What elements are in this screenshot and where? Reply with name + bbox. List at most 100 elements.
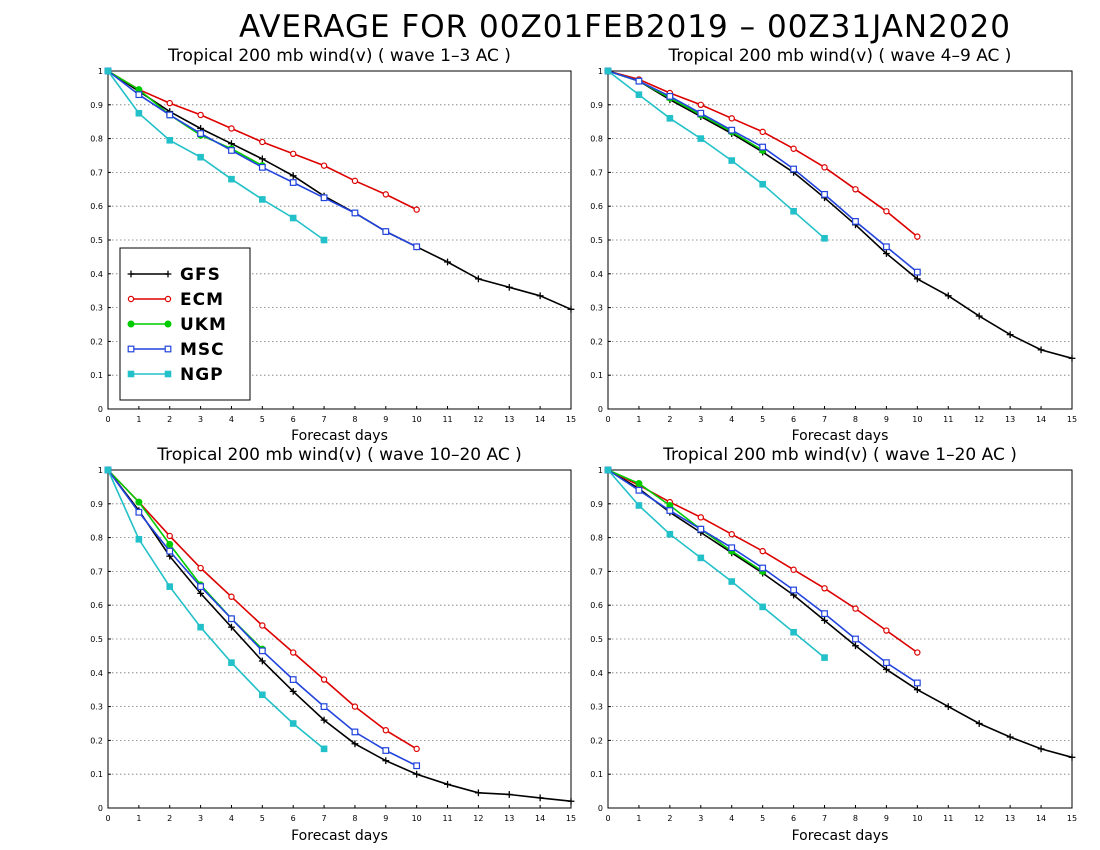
- x-tick-label: 0: [605, 814, 610, 823]
- series-line-ngp: [107, 469, 325, 750]
- data-point-msc: [852, 635, 859, 643]
- data-point-ecm: [259, 622, 266, 629]
- data-point-ecm: [228, 593, 235, 600]
- data-point-ngp: [790, 628, 797, 636]
- x-tick-label: 1: [636, 814, 641, 823]
- x-tick-label: 6: [291, 814, 296, 823]
- data-point-msc: [382, 228, 390, 235]
- x-tick-label: 0: [605, 415, 610, 424]
- x-tick-label: 10: [412, 814, 422, 823]
- data-point-ecm: [197, 564, 204, 572]
- data-point-msc: [759, 564, 767, 572]
- data-point-ecm: [290, 150, 297, 158]
- data-point-msc: [790, 586, 797, 594]
- data-point-ngp: [697, 554, 705, 562]
- data-point-ecm: [852, 605, 859, 612]
- data-point-ecm: [697, 101, 705, 109]
- data-point-ngp: [635, 91, 643, 98]
- series-line-ngp: [607, 70, 826, 239]
- data-point-ngp: [759, 180, 766, 188]
- y-tick-label: 0.5: [590, 635, 603, 644]
- data-point-ngp: [135, 109, 143, 117]
- series-ukm: [104, 67, 266, 170]
- series-msc: [604, 466, 921, 687]
- series-line-ecm: [107, 469, 418, 750]
- data-point-ngp: [821, 654, 828, 661]
- chart-panel-3: 00.10.20.30.40.50.60.70.80.910 1 2 3 4 5 6 7 8 9 1…: [90, 445, 576, 844]
- legend-item-ecm: ECM: [127, 290, 223, 310]
- data-point-ngp: [320, 745, 328, 753]
- y-tick-label: 0.2: [90, 736, 103, 745]
- x-tick-label: 8: [352, 814, 357, 823]
- series-ngp: [104, 67, 328, 244]
- x-tick-label: 4: [729, 415, 734, 424]
- y-tick-label: 0.8: [590, 135, 603, 144]
- data-point-msc: [258, 163, 266, 171]
- y-tick-label: 1: [98, 466, 103, 475]
- data-point-ecm: [290, 649, 297, 656]
- x-tick-label: 2: [167, 415, 172, 424]
- data-point-ecm: [228, 125, 235, 132]
- y-tick-label: 0.7: [590, 567, 603, 576]
- y-tick-label: 0.8: [90, 534, 103, 543]
- x-tick-label: 15: [1067, 415, 1077, 424]
- x-tick-label: 12: [473, 415, 483, 424]
- data-point-msc: [413, 243, 421, 251]
- y-tick-label: 0.3: [590, 703, 603, 712]
- y-tick-label: 0.1: [90, 770, 103, 779]
- data-point-ecm: [852, 186, 859, 193]
- y-tick-label: 0: [598, 405, 603, 414]
- data-point-msc: [821, 190, 828, 198]
- data-point-msc: [320, 194, 328, 202]
- x-tick-label: 9: [884, 814, 889, 823]
- series-line-gfs: [607, 70, 1073, 360]
- data-point-ngp: [728, 578, 736, 585]
- data-point-ngp: [604, 466, 612, 474]
- series-gfs: [104, 466, 575, 805]
- series-gfs: [604, 466, 1076, 761]
- y-tick-label: 0.4: [90, 270, 103, 279]
- chart-panel-2: 00.10.20.30.40.50.60.70.80.910 1 2 3 4 5 6 7 8 9 1…: [590, 46, 1077, 444]
- series-line-gfs: [107, 469, 572, 802]
- data-point-msc: [821, 610, 828, 618]
- y-tick-label: 0.7: [90, 567, 103, 576]
- x-tick-label: 10: [912, 415, 922, 424]
- data-point-msc: [135, 91, 143, 99]
- x-tick-label: 14: [535, 814, 545, 823]
- data-point-msc: [289, 179, 297, 186]
- legend-item-msc: MSC: [127, 340, 224, 360]
- data-point-msc: [635, 77, 643, 85]
- y-tick-label: 0.7: [590, 168, 603, 177]
- data-point-ecm: [166, 99, 173, 107]
- y-tick-label: 0.6: [90, 202, 103, 211]
- data-point-msc: [351, 209, 359, 217]
- x-tick-label: 14: [1036, 415, 1046, 424]
- y-tick-label: 0.9: [90, 500, 103, 509]
- series-line-ngp: [607, 469, 826, 659]
- x-tick-label: 10: [412, 415, 422, 424]
- x-tick-label: 2: [667, 814, 672, 823]
- data-point-msc: [697, 109, 705, 117]
- x-axis-label: Forecast days: [291, 428, 388, 444]
- data-point-ngp: [289, 720, 297, 727]
- series-line-ukm: [607, 469, 764, 573]
- data-point-msc: [666, 507, 674, 514]
- data-point-ngp: [759, 603, 766, 611]
- x-axis-label: Forecast days: [792, 828, 889, 844]
- data-point-ngp: [166, 583, 174, 590]
- x-tick-label: 2: [167, 814, 172, 823]
- legend-marker: [164, 295, 172, 303]
- y-tick-label: 0.5: [90, 635, 103, 644]
- data-point-ecm: [759, 547, 766, 555]
- x-tick-label: 15: [566, 415, 576, 424]
- y-tick-label: 0.1: [90, 371, 103, 380]
- y-tick-label: 0: [98, 804, 103, 813]
- legend-item-ukm: UKM: [127, 315, 226, 335]
- legend-item-ngp: NGP: [127, 365, 223, 385]
- y-tick-label: 0.2: [590, 337, 603, 346]
- data-point-ecm: [821, 164, 828, 171]
- legend-marker: [127, 370, 135, 378]
- series-line-ukm: [107, 70, 263, 167]
- data-point-ukm: [135, 498, 143, 506]
- x-tick-label: 11: [943, 814, 953, 823]
